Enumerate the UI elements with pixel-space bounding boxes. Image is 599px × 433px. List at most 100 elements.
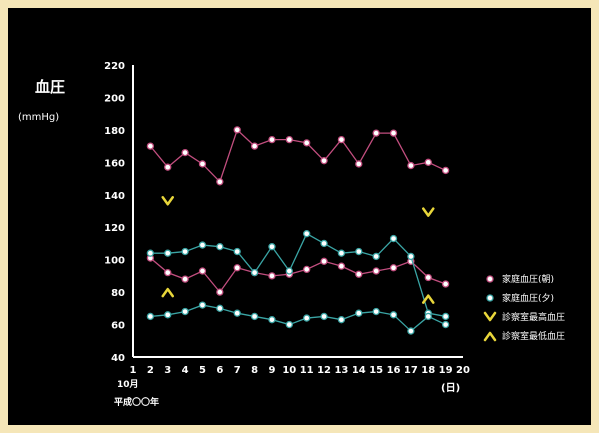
data-point xyxy=(233,264,241,272)
y-tick-label: 100 xyxy=(104,256,125,267)
data-point xyxy=(268,135,276,144)
data-point xyxy=(285,135,293,144)
data-point xyxy=(268,243,276,251)
data-point xyxy=(424,312,432,321)
office-bp-marker xyxy=(161,287,174,298)
x-axis-unit: (日) xyxy=(441,382,460,394)
data-point xyxy=(355,309,363,317)
legend-marker xyxy=(486,275,494,283)
x-tick-label: 2 xyxy=(147,365,154,376)
legend-label: 診察室最低血圧 xyxy=(502,330,565,342)
data-point xyxy=(320,239,328,248)
data-point xyxy=(146,142,155,150)
data-point xyxy=(407,327,415,335)
data-point xyxy=(337,249,346,257)
x-tick-label: 9 xyxy=(268,365,275,376)
data-point xyxy=(268,316,276,324)
data-point xyxy=(164,163,172,171)
data-point xyxy=(441,280,450,288)
y-tick-label: 120 xyxy=(104,223,125,234)
data-point xyxy=(216,288,224,296)
y-tick-label: 140 xyxy=(104,191,125,202)
x-tick-label: 8 xyxy=(251,365,258,376)
data-point xyxy=(216,243,224,251)
x-tick-label: 1 xyxy=(130,365,137,376)
y-axis-unit: (mmHg) xyxy=(18,112,59,123)
data-point xyxy=(164,268,172,277)
data-point xyxy=(250,142,259,150)
x-tick-label: 3 xyxy=(164,365,171,376)
data-point xyxy=(320,157,328,165)
data-point xyxy=(441,166,450,175)
series-line-morning-low xyxy=(149,257,446,294)
legend-marker xyxy=(483,331,497,342)
x-tick-label: 17 xyxy=(404,365,418,376)
data-point xyxy=(198,241,207,249)
data-point xyxy=(233,309,241,317)
data-point xyxy=(181,247,189,256)
data-point xyxy=(355,160,363,168)
data-point xyxy=(407,252,415,261)
office-bp-marker xyxy=(422,294,435,304)
x-tick-label: 5 xyxy=(199,365,206,376)
data-point xyxy=(372,307,380,316)
x-tick-label: 14 xyxy=(352,365,366,376)
legend-label: 診察室最高血圧 xyxy=(502,311,565,323)
legend-label: 家庭血圧(夕) xyxy=(502,292,554,304)
series-line-morning-high xyxy=(149,128,446,184)
series-line-evening-low xyxy=(150,304,446,332)
data-point xyxy=(320,257,328,265)
data-point xyxy=(181,307,189,316)
x-tick-label: 18 xyxy=(421,365,435,376)
x-tick-label: 12 xyxy=(317,365,331,376)
x-tick-label: 11 xyxy=(300,365,314,376)
data-point xyxy=(389,234,398,243)
y-tick-label: 220 xyxy=(104,61,125,72)
data-point xyxy=(181,148,189,157)
legend-label: 家庭血圧(朝) xyxy=(502,273,554,285)
data-point xyxy=(303,139,311,147)
x-tick-label: 19 xyxy=(439,365,453,376)
data-point xyxy=(198,301,207,309)
data-point xyxy=(285,267,293,275)
data-point xyxy=(216,304,224,312)
data-point xyxy=(424,158,432,166)
x-tick-label: 6 xyxy=(216,365,223,376)
plot-area xyxy=(146,126,450,335)
office-bp-marker xyxy=(161,196,174,206)
data-point xyxy=(216,178,224,186)
x-tick-label: 20 xyxy=(456,365,470,376)
y-tick-label: 180 xyxy=(104,126,125,137)
data-point xyxy=(303,265,311,274)
x-month-label: 10月 xyxy=(117,379,139,390)
office-bp-marker xyxy=(422,207,435,217)
y-tick-label: 80 xyxy=(111,288,125,299)
data-point xyxy=(389,129,398,137)
data-point xyxy=(355,247,363,256)
y-tick-label: 40 xyxy=(111,353,125,364)
legend-marker xyxy=(486,294,494,302)
legend-marker xyxy=(483,311,497,322)
x-era-label: 平成〇〇年 xyxy=(114,396,159,408)
data-point xyxy=(285,320,293,329)
data-point xyxy=(355,270,363,278)
data-point xyxy=(250,268,259,277)
data-point xyxy=(146,312,155,321)
data-point xyxy=(198,160,207,168)
data-point xyxy=(181,275,189,283)
x-tick-label: 13 xyxy=(334,365,348,376)
data-point xyxy=(164,311,172,319)
data-point xyxy=(337,135,346,144)
data-point xyxy=(372,252,380,261)
data-point xyxy=(389,311,398,319)
data-point xyxy=(424,273,432,282)
x-tick-label: 7 xyxy=(234,365,241,376)
data-point xyxy=(372,129,380,137)
data-point xyxy=(250,312,259,321)
data-point xyxy=(233,247,241,256)
data-point xyxy=(337,316,346,324)
data-point xyxy=(303,314,311,322)
data-point xyxy=(146,249,155,257)
